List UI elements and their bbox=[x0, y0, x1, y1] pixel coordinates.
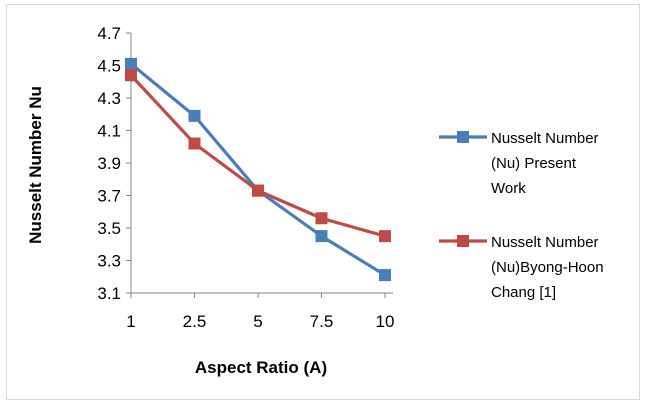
data-point bbox=[188, 109, 201, 122]
x-tick-labels: 1 2.5 5 7.5 10 bbox=[126, 312, 394, 331]
series-2 bbox=[125, 69, 391, 243]
x-tick-label: 10 bbox=[376, 312, 395, 331]
data-point bbox=[379, 230, 391, 243]
y-axis-label: Nusselt Number Nu bbox=[26, 86, 45, 244]
y-tick-labels: 3.1 3.3 3.5 3.7 3.9 4.1 4.3 4.5 4.7 bbox=[97, 24, 121, 303]
data-point bbox=[188, 137, 201, 150]
series-line bbox=[129, 74, 386, 238]
y-tick-label: 3.9 bbox=[97, 154, 121, 173]
y-tick-label: 3.3 bbox=[97, 252, 121, 271]
line-chart: 3.1 3.3 3.5 3.7 3.9 4.1 4.3 4.5 4.7 1 2.5 5 7.5 10 N… bbox=[26, 24, 604, 377]
legend-label: (Nu)Byong-Hoon bbox=[491, 259, 604, 276]
chart-frame: 3.1 3.3 3.5 3.7 3.9 4.1 4.3 4.5 4.7 1 2.5 5 7.5 10 N… bbox=[6, 4, 640, 400]
x-axis-label: Aspect Ratio (A) bbox=[195, 358, 327, 377]
data-point bbox=[252, 184, 264, 197]
legend-entry-2: Nusselt Number (Nu)Byong-Hoon Chang [1] bbox=[439, 234, 604, 301]
legend-marker bbox=[457, 131, 469, 143]
series-layer bbox=[125, 57, 391, 282]
y-tick-label: 3.7 bbox=[97, 187, 121, 206]
legend-label: Nusselt Number bbox=[491, 234, 599, 251]
axes bbox=[126, 32, 393, 298]
y-tick-label: 3.5 bbox=[97, 219, 121, 238]
x-tick-label: 5 bbox=[253, 312, 262, 331]
data-point bbox=[315, 230, 328, 243]
series-1 bbox=[125, 57, 391, 282]
legend-label: Chang [1] bbox=[491, 284, 556, 301]
data-point bbox=[125, 57, 137, 70]
x-tick-label: 1 bbox=[126, 312, 135, 331]
y-tick-label: 3.1 bbox=[97, 284, 121, 303]
legend-label: Nusselt Number bbox=[491, 130, 599, 147]
y-tick-label: 4.7 bbox=[97, 24, 121, 43]
x-tick-label: 2.5 bbox=[183, 312, 207, 331]
y-tick-label: 4.1 bbox=[97, 122, 121, 141]
legend-label: Work bbox=[491, 180, 526, 197]
data-point bbox=[379, 269, 391, 282]
legend-label: (Nu) Present bbox=[491, 155, 577, 172]
data-point bbox=[125, 69, 137, 82]
y-tick-label: 4.5 bbox=[97, 57, 121, 76]
legend-marker bbox=[457, 235, 469, 247]
legend-entry-1: Nusselt Number (Nu) Present Work bbox=[439, 130, 599, 197]
series-line bbox=[129, 62, 386, 277]
x-tick-label: 7.5 bbox=[310, 312, 334, 331]
data-point bbox=[315, 212, 328, 225]
y-tick-label: 4.3 bbox=[97, 89, 121, 108]
